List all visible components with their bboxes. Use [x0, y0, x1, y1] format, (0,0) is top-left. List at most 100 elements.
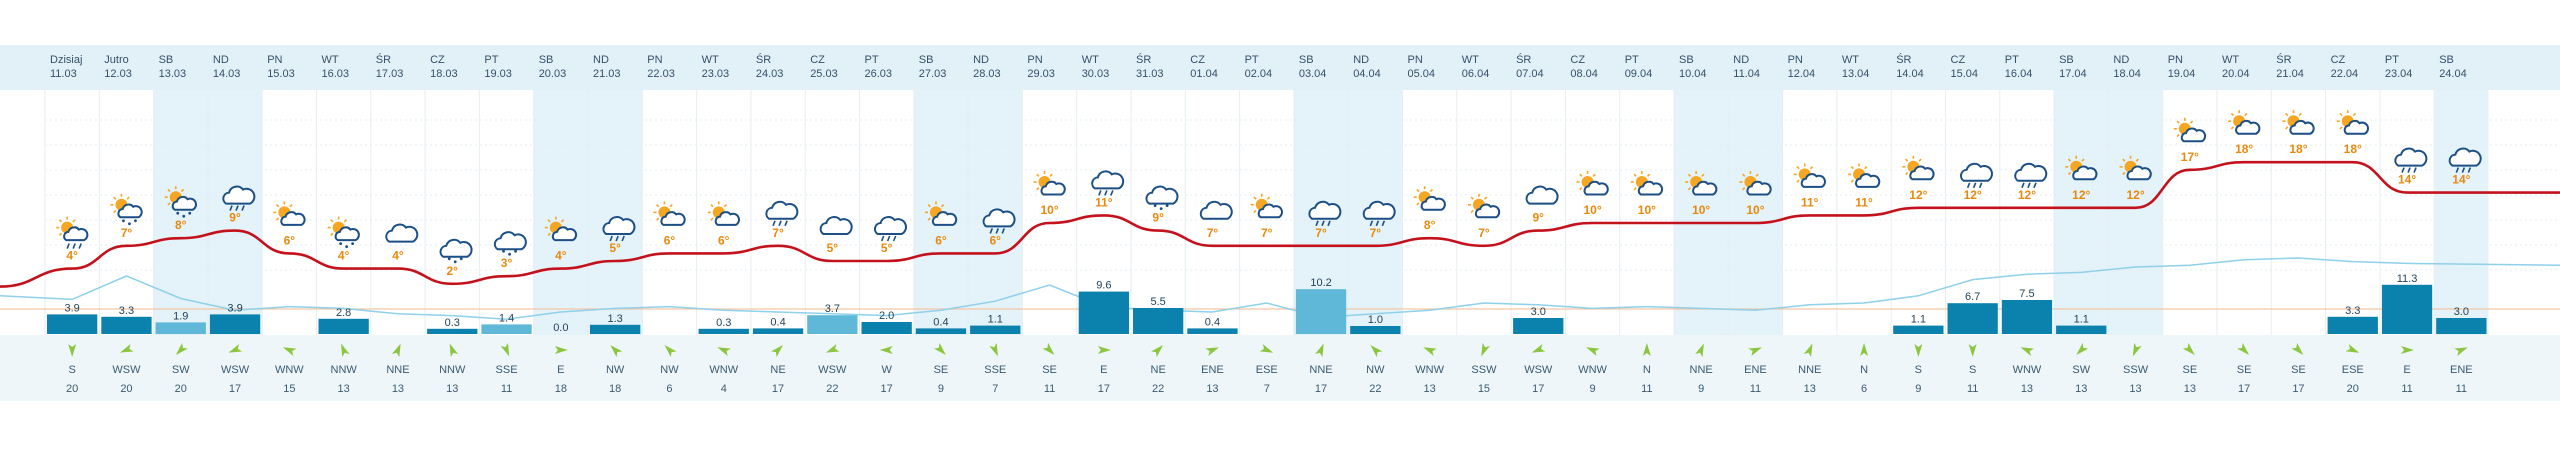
precipitation-label: 0.3	[716, 317, 731, 329]
day-name[interactable]: PT	[2005, 54, 2019, 66]
day-name[interactable]: CZ	[2331, 54, 2346, 66]
sun-cloud-icon	[1848, 163, 1881, 188]
day-name[interactable]: WT	[702, 54, 719, 66]
day-name[interactable]: ND	[2113, 54, 2129, 66]
day-date: 23.03	[702, 68, 730, 80]
temperature-label: 4°	[392, 249, 404, 263]
day-name[interactable]: ND	[973, 54, 989, 66]
precipitation-label: 0.0	[553, 322, 568, 334]
wind-arrow-icon	[500, 342, 510, 357]
day-name[interactable]: WT	[1082, 54, 1099, 66]
wind-arrow-icon	[610, 345, 623, 358]
day-name[interactable]: ŚR	[1896, 53, 1911, 66]
wind-arrow-icon	[1531, 344, 1546, 353]
day-date: 20.03	[539, 68, 567, 80]
humidity-curve	[0, 257, 2560, 320]
day-name[interactable]: SB	[539, 54, 554, 66]
wind-speed: 4	[721, 383, 727, 395]
wind-speed: 13	[338, 383, 350, 395]
wind-direction: SE	[934, 364, 949, 376]
precipitation-bar	[1187, 328, 1238, 334]
wind-direction: SSE	[984, 364, 1006, 376]
day-name[interactable]: WT	[322, 54, 339, 66]
day-name[interactable]: ND	[593, 54, 609, 66]
wind-speed: 11	[2456, 383, 2467, 395]
weather-icons: 4° 7° 8° 9° 6° 4° 4° 2° 3° 4° 5° 6° 6° 7° 5° 5° 6° 6° 10° 1…	[56, 110, 2482, 278]
day-date: 01.04	[1190, 68, 1218, 80]
day-name[interactable]: PN	[1027, 54, 1042, 66]
day-name[interactable]: PT	[484, 54, 498, 66]
precipitation-label: 1.4	[499, 312, 514, 324]
day-name[interactable]: PT	[2385, 54, 2399, 66]
wind-direction: NNE	[1309, 364, 1332, 376]
wind-speed: 9	[938, 383, 944, 395]
temperature-label: 6°	[718, 233, 730, 247]
wind-direction: SW	[2072, 364, 2090, 376]
day-name[interactable]: PN	[1788, 54, 1803, 66]
day-name[interactable]: PN	[267, 54, 282, 66]
weekend-column	[2434, 90, 2489, 335]
day-name[interactable]: PT	[1245, 54, 1259, 66]
day-name[interactable]: CZ	[1570, 54, 1585, 66]
day-date: 13.03	[159, 68, 187, 80]
day-name[interactable]: WT	[1462, 54, 1479, 66]
day-name[interactable]: PT	[1625, 54, 1639, 66]
temperature-label: 5°	[827, 241, 839, 255]
temperature-label: 4°	[338, 249, 350, 263]
wind-speed: 15	[283, 383, 295, 395]
day-name[interactable]: ŚR	[756, 53, 771, 66]
day-name[interactable]: SB	[159, 54, 174, 66]
day-name[interactable]: SB	[1299, 54, 1314, 66]
day-name[interactable]: CZ	[1190, 54, 1205, 66]
wind-speed: 22	[1152, 383, 1164, 395]
day-name[interactable]: Jutro	[104, 54, 128, 66]
day-name[interactable]: PN	[1408, 54, 1423, 66]
wind-arrow-icon	[825, 344, 840, 353]
day-name[interactable]: SB	[919, 54, 934, 66]
wind-speed: 17	[1098, 383, 1110, 395]
wind-direction: S	[1915, 364, 1922, 376]
day-name[interactable]: CZ	[1951, 54, 1966, 66]
day-name[interactable]: CZ	[430, 54, 445, 66]
wind-arrow-icon	[1042, 342, 1055, 355]
wind-direction: NE	[770, 364, 785, 376]
temperature-label: 11°	[1855, 195, 1873, 209]
day-name[interactable]: ŚR	[1516, 53, 1531, 66]
day-name[interactable]: ND	[213, 54, 229, 66]
wind-arrow-icon	[989, 342, 998, 357]
temperature-label: 10°	[1638, 203, 1656, 217]
wind-speed: 17	[229, 383, 241, 395]
weekend-column	[207, 90, 263, 335]
wind-speed: 13	[2075, 383, 2087, 395]
wind-speed: 13	[2184, 383, 2196, 395]
wind-direction: SW	[172, 364, 190, 376]
precipitation-label: 1.1	[988, 314, 1003, 326]
day-name[interactable]: PN	[2168, 54, 2183, 66]
day-name[interactable]: SB	[1679, 54, 1694, 66]
wind-speed: 11	[1750, 383, 1761, 395]
day-name[interactable]: ŚR	[1136, 53, 1151, 66]
day-name[interactable]: ND	[1353, 54, 1369, 66]
wind-direction: E	[1100, 364, 1107, 376]
day-date: 09.04	[1625, 68, 1653, 80]
day-name[interactable]: WT	[1842, 54, 1859, 66]
precipitation-label: 3.0	[1531, 306, 1546, 318]
day-name[interactable]: PT	[865, 54, 879, 66]
wind-arrow-icon	[770, 345, 783, 358]
day-name[interactable]: PN	[647, 54, 662, 66]
temperature-label: 12°	[1909, 188, 1927, 202]
day-name[interactable]: CZ	[810, 54, 825, 66]
sun-cloud-icon	[707, 201, 740, 226]
sun-cloud-icon	[2282, 110, 2315, 135]
day-name[interactable]: WT	[2222, 54, 2239, 66]
day-name[interactable]: SB	[2059, 54, 2074, 66]
wind-direction: E	[2403, 364, 2410, 376]
precipitation-bar	[1133, 308, 1184, 334]
day-name[interactable]: ŚR	[376, 53, 391, 66]
day-name[interactable]: Dzisiaj	[50, 54, 82, 66]
cloud-rain-icon	[2014, 162, 2048, 189]
day-name[interactable]: ŚR	[2276, 53, 2291, 66]
day-name[interactable]: SB	[2439, 54, 2454, 66]
precipitation-label: 2.0	[879, 310, 894, 322]
day-name[interactable]: ND	[1733, 54, 1749, 66]
